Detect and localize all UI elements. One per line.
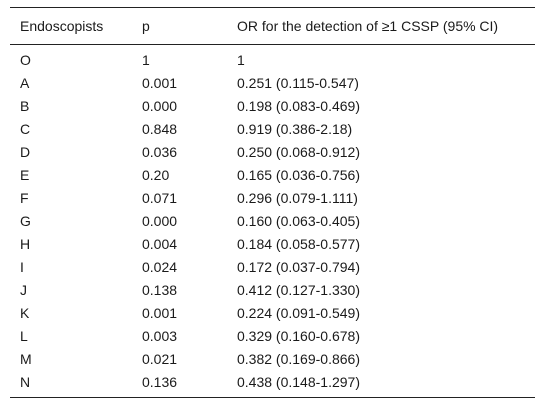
cell-p-value: 0.036 bbox=[142, 143, 178, 160]
cell-odds-ratio: 0.296 (0.079-1.111) bbox=[237, 189, 358, 206]
cell-p-value: 0.20 bbox=[142, 166, 170, 183]
table-row: A 0.001 0.251 (0.115-0.547) bbox=[10, 71, 535, 94]
cell-odds-ratio: 0.329 (0.160-0.678) bbox=[237, 327, 360, 344]
cell-odds-ratio: 1 bbox=[237, 51, 245, 68]
cell-endoscopist: N bbox=[20, 373, 31, 390]
cell-endoscopist: O bbox=[20, 51, 31, 68]
cell-odds-ratio: 0.251 (0.115-0.547) bbox=[237, 74, 359, 91]
cell-odds-ratio: 0.160 (0.063-0.405) bbox=[237, 212, 360, 229]
cell-endoscopist: C bbox=[20, 120, 31, 137]
table-row: E 0.20 0.165 (0.036-0.756) bbox=[10, 163, 535, 186]
table-row: H 0.004 0.184 (0.058-0.577) bbox=[10, 232, 535, 255]
cell-odds-ratio: 0.412 (0.127-1.330) bbox=[237, 281, 360, 298]
header-endoscopists: Endoscopists bbox=[20, 18, 104, 34]
cell-endoscopist: B bbox=[20, 97, 30, 114]
data-table-container: Endoscopists p OR for the detection of ≥… bbox=[10, 7, 535, 398]
cell-endoscopist: M bbox=[20, 350, 32, 367]
table-row: C 0.848 0.919 (0.386-2.18) bbox=[10, 117, 535, 140]
table-row: J 0.138 0.412 (0.127-1.330) bbox=[10, 278, 535, 301]
cell-odds-ratio: 0.224 (0.091-0.549) bbox=[237, 304, 360, 321]
cell-p-value: 0.848 bbox=[142, 120, 178, 137]
cell-p-value: 0.001 bbox=[142, 74, 178, 91]
table-row: L 0.003 0.329 (0.160-0.678) bbox=[10, 324, 535, 347]
cell-endoscopist: D bbox=[20, 143, 31, 160]
table-row: G 0.000 0.160 (0.063-0.405) bbox=[10, 209, 535, 232]
table-row: F 0.071 0.296 (0.079-1.111) bbox=[10, 186, 535, 209]
cell-endoscopist: E bbox=[20, 166, 30, 183]
cell-endoscopist: K bbox=[20, 304, 30, 321]
cell-odds-ratio: 0.250 (0.068-0.912) bbox=[237, 143, 360, 160]
cell-endoscopist: J bbox=[20, 281, 27, 298]
table-row: K 0.001 0.224 (0.091-0.549) bbox=[10, 301, 535, 324]
cell-odds-ratio: 0.438 (0.148-1.297) bbox=[237, 373, 360, 390]
cell-p-value: 0.138 bbox=[142, 281, 178, 298]
table-row: I 0.024 0.172 (0.037-0.794) bbox=[10, 255, 535, 278]
cell-p-value: 0.001 bbox=[142, 304, 178, 321]
cell-p-value: 0.004 bbox=[142, 235, 178, 252]
cell-p-value: 1 bbox=[142, 51, 150, 68]
cell-odds-ratio: 0.172 (0.037-0.794) bbox=[237, 258, 360, 275]
cell-p-value: 0.003 bbox=[142, 327, 178, 344]
table-row: M 0.021 0.382 (0.169-0.866) bbox=[10, 347, 535, 370]
table-body: O 1 1 A 0.001 0.251 (0.115-0.547) B 0.000 0.198 … bbox=[10, 45, 535, 398]
cell-p-value: 0.136 bbox=[142, 373, 178, 390]
cell-odds-ratio: 0.198 (0.083-0.469) bbox=[237, 97, 360, 114]
cell-p-value: 0.024 bbox=[142, 258, 178, 275]
cell-endoscopist: G bbox=[20, 212, 31, 229]
table-row: N 0.136 0.438 (0.148-1.297) bbox=[10, 370, 535, 398]
cell-odds-ratio: 0.382 (0.169-0.866) bbox=[237, 350, 360, 367]
cell-endoscopist: A bbox=[20, 74, 30, 91]
cell-p-value: 0.000 bbox=[142, 97, 178, 114]
cell-endoscopist: F bbox=[20, 189, 29, 206]
cell-odds-ratio: 0.184 (0.058-0.577) bbox=[237, 235, 360, 252]
table-row: D 0.036 0.250 (0.068-0.912) bbox=[10, 140, 535, 163]
cell-odds-ratio: 0.165 (0.036-0.756) bbox=[237, 166, 360, 183]
cell-endoscopist: H bbox=[20, 235, 31, 252]
cell-p-value: 0.000 bbox=[142, 212, 178, 229]
header-row: Endoscopists p OR for the detection of ≥… bbox=[10, 7, 535, 45]
table-row: O 1 1 bbox=[10, 45, 535, 72]
table-header: Endoscopists p OR for the detection of ≥… bbox=[10, 7, 535, 45]
cell-endoscopist: L bbox=[20, 327, 28, 344]
cell-p-value: 0.021 bbox=[142, 350, 178, 367]
cell-p-value: 0.071 bbox=[142, 189, 178, 206]
results-table: Endoscopists p OR for the detection of ≥… bbox=[10, 7, 535, 398]
header-or: OR for the detection of ≥1 CSSP (95% CI) bbox=[237, 18, 499, 34]
header-p: p bbox=[142, 18, 150, 34]
table-row: B 0.000 0.198 (0.083-0.469) bbox=[10, 94, 535, 117]
cell-endoscopist: I bbox=[20, 258, 24, 275]
cell-odds-ratio: 0.919 (0.386-2.18) bbox=[237, 120, 353, 137]
